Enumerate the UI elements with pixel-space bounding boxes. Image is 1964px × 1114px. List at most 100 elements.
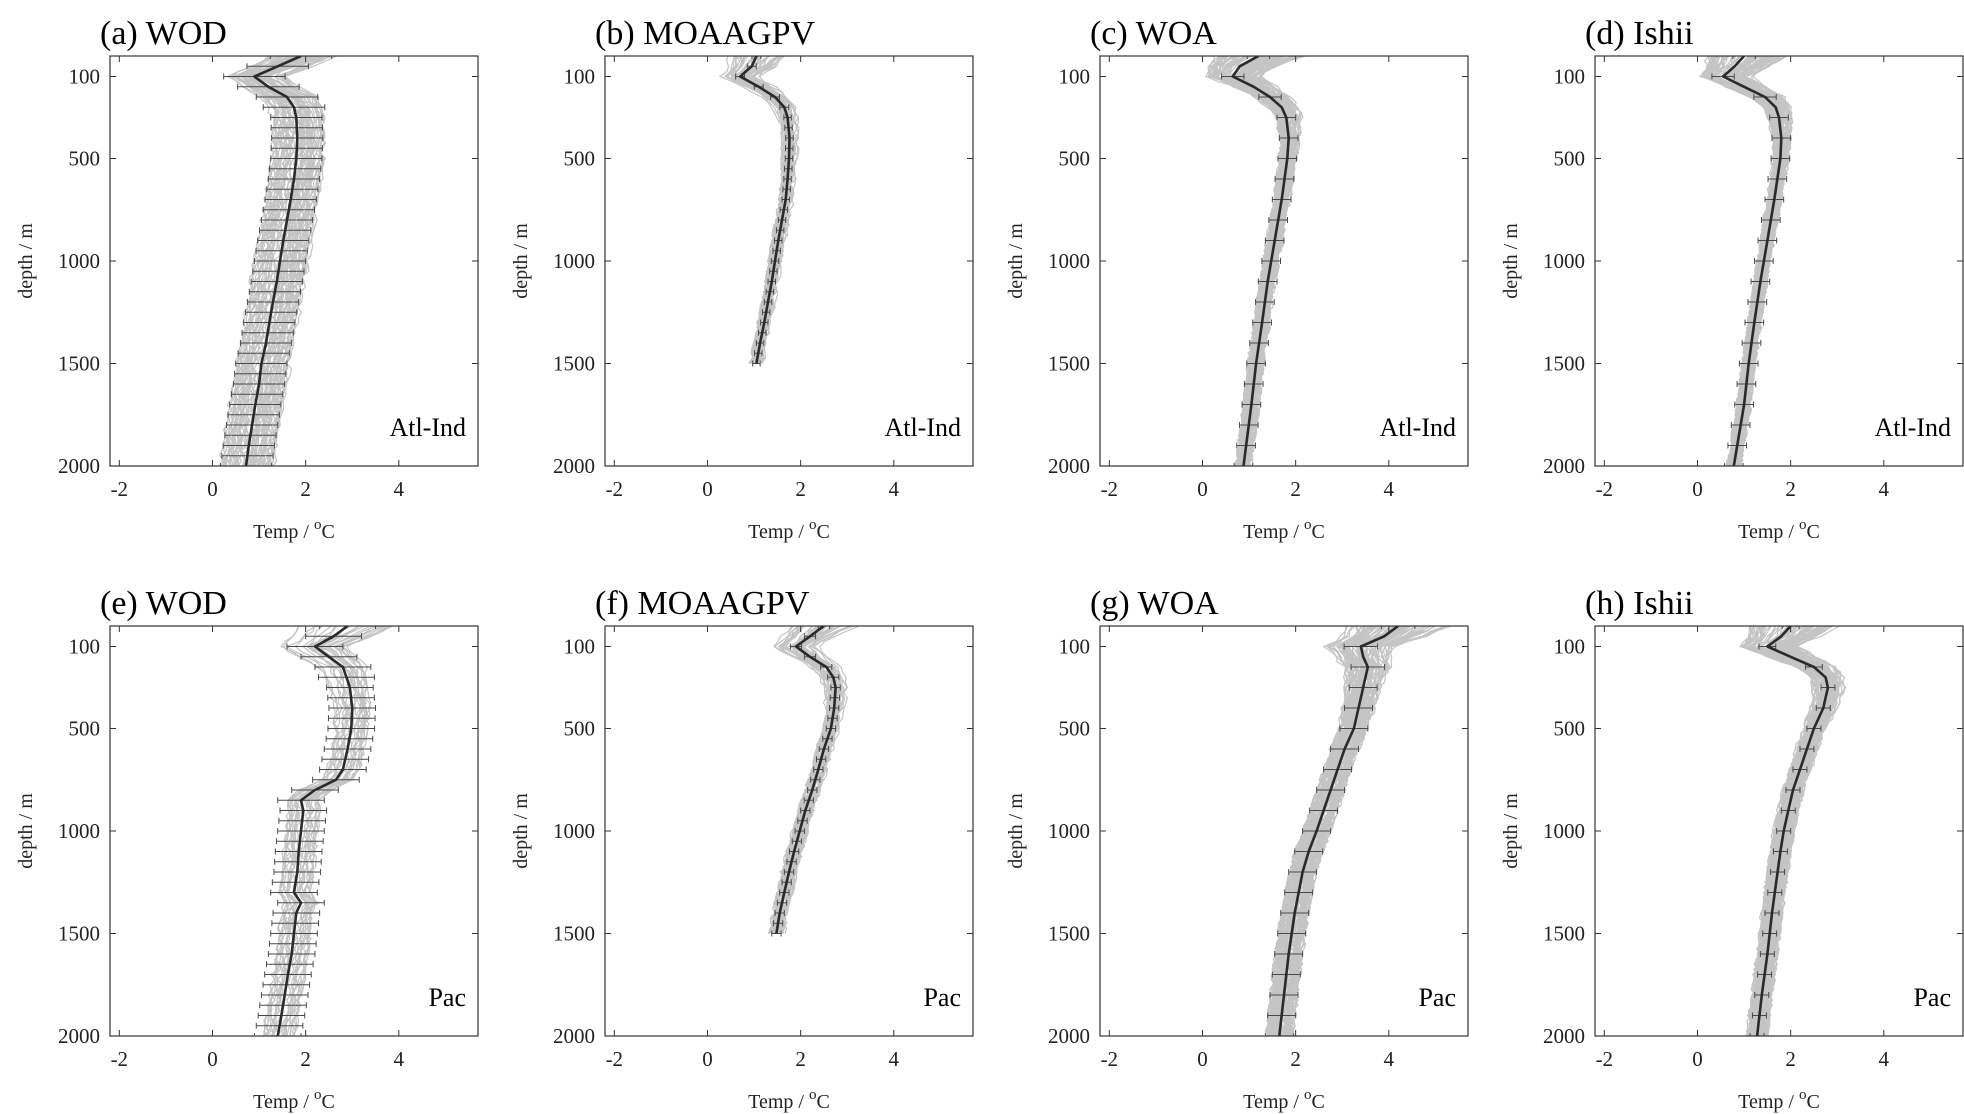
x-tick-label: 0: [1197, 1047, 1208, 1071]
panel-g: -2 0 2 4 100 500 1000 1500 2000 (g) WOA Pac depth /…: [1005, 585, 1469, 1113]
x-tick-label: 4: [1879, 1047, 1890, 1071]
panel-title: (e) WOD: [100, 585, 227, 622]
x-axis-label: Temp / oC: [253, 1087, 335, 1113]
x-axis-label-main: Temp /: [253, 1091, 314, 1113]
y-tick-label: 1000: [553, 819, 595, 843]
x-axis-label-sup: o: [809, 517, 817, 533]
x-axis-label-main: Temp /: [748, 1091, 809, 1113]
mean-profile: [244, 56, 302, 466]
y-axis-label: depth / m: [1005, 223, 1027, 299]
x-axis-label-sup: o: [314, 1087, 322, 1103]
y-tick-label: 100: [69, 65, 101, 89]
y-axis-label: depth / m: [1500, 793, 1522, 869]
mean-profile: [1721, 56, 1783, 466]
plot-area: [1205, 56, 1306, 466]
x-axis-label-main: Temp /: [1738, 521, 1799, 543]
y-tick-label: 500: [564, 147, 596, 171]
panel-title: (d) Ishii: [1585, 15, 1694, 52]
mean-profile: [738, 56, 791, 364]
x-axis-label: Temp / oC: [748, 517, 830, 543]
x-tick-label: 2: [1290, 477, 1301, 501]
ensemble-member: [1283, 626, 1402, 1036]
x-axis-label: Temp / oC: [1738, 517, 1820, 543]
x-axis-label: Temp / oC: [1243, 1087, 1325, 1113]
x-tick-label: 2: [795, 477, 806, 501]
plot-area: [1739, 626, 1847, 1036]
panel-b: -2 0 2 4 100 500 1000 1500 2000 (b) MOAAGPV Atl-In…: [510, 15, 974, 543]
x-tick-label: 0: [1692, 1047, 1703, 1071]
ensemble-member: [1763, 626, 1846, 1036]
x-axis-label: Temp / oC: [748, 1087, 830, 1113]
x-axis-label: Temp / oC: [1738, 1087, 1820, 1113]
axes-frame: [604, 625, 974, 1037]
y-tick-label: 1000: [1543, 249, 1585, 273]
y-tick-label: 100: [1554, 635, 1586, 659]
y-tick-label: 1500: [58, 352, 100, 376]
x-tick-label: 2: [300, 1047, 311, 1071]
y-tick-label: 2000: [1543, 454, 1585, 478]
x-axis-label-unit: C: [816, 1091, 829, 1113]
x-axis-label-main: Temp /: [1243, 1091, 1304, 1113]
y-tick-label: 1000: [58, 819, 100, 843]
x-axis-label-unit: C: [1311, 521, 1324, 543]
x-axis-label-sup: o: [1799, 517, 1807, 533]
y-tick-label: 1500: [58, 922, 100, 946]
y-axis-label: depth / m: [1500, 223, 1522, 299]
x-axis-label-sup: o: [314, 517, 322, 533]
x-axis-label-unit: C: [321, 521, 334, 543]
y-tick-label: 1500: [553, 922, 595, 946]
x-axis-label: Temp / oC: [1243, 517, 1325, 543]
y-tick-label: 2000: [58, 454, 100, 478]
y-tick-label: 100: [1059, 65, 1091, 89]
x-axis-label-main: Temp /: [1243, 521, 1304, 543]
y-tick-label: 100: [1554, 65, 1586, 89]
x-tick-label: -2: [1101, 1047, 1119, 1071]
x-tick-label: 2: [1290, 1047, 1301, 1071]
region-label: Pac: [1418, 983, 1456, 1012]
x-tick-label: -2: [606, 477, 624, 501]
region-label: Atl-Ind: [884, 413, 961, 442]
x-axis-label-main: Temp /: [748, 521, 809, 543]
x-tick-label: -2: [1101, 477, 1119, 501]
x-tick-label: -2: [111, 477, 129, 501]
region-label: Pac: [1913, 983, 1951, 1012]
x-axis-label-unit: C: [1311, 1091, 1324, 1113]
x-tick-label: 0: [702, 477, 713, 501]
x-axis-label-unit: C: [321, 1091, 334, 1113]
x-axis-label: Temp / oC: [253, 517, 335, 543]
panel-a: -2 0 2 4 100 500 1000 1500 2000 (a) WOD Atl-Ind dep…: [15, 15, 479, 543]
panel-title: (c) WOA: [1090, 15, 1217, 52]
x-tick-label: -2: [111, 1047, 129, 1071]
x-tick-label: 4: [889, 477, 900, 501]
y-tick-label: 500: [1554, 717, 1586, 741]
ensemble-member: [769, 626, 830, 934]
y-tick-label: 100: [564, 65, 596, 89]
y-tick-label: 100: [69, 635, 101, 659]
y-axis-label: depth / m: [510, 793, 532, 869]
x-tick-label: 2: [1785, 477, 1796, 501]
region-label: Atl-Ind: [1874, 413, 1951, 442]
x-tick-label: 4: [394, 1047, 405, 1071]
x-tick-label: 2: [1785, 1047, 1796, 1071]
ensemble-member: [1739, 626, 1818, 1036]
ensemble-member: [1743, 626, 1817, 1036]
y-axis-label: depth / m: [1005, 793, 1027, 869]
y-tick-label: 500: [564, 717, 596, 741]
plot-area: [219, 56, 338, 466]
x-tick-label: -2: [1596, 1047, 1614, 1071]
x-tick-label: 4: [1879, 477, 1890, 501]
x-tick-label: 0: [1692, 477, 1703, 501]
y-tick-label: 500: [1059, 717, 1091, 741]
x-tick-label: 2: [795, 1047, 806, 1071]
y-tick-label: 2000: [1048, 454, 1090, 478]
panel-d: -2 0 2 4 100 500 1000 1500 2000 (d) Ishii Atl-Ind d…: [1500, 15, 1964, 543]
panel-h: -2 0 2 4 100 500 1000 1500 2000 (h) Ishii Pac depth…: [1500, 585, 1964, 1113]
panel-title: (b) MOAAGPV: [595, 15, 816, 52]
x-axis-label-unit: C: [816, 521, 829, 543]
panel-f: -2 0 2 4 100 500 1000 1500 2000 (f) MOAAGPV Pac dep…: [510, 585, 974, 1113]
mean-profile: [1755, 626, 1830, 1036]
region-label: Pac: [428, 983, 466, 1012]
y-tick-label: 1000: [1048, 249, 1090, 273]
x-tick-label: 4: [889, 1047, 900, 1071]
ensemble-member: [758, 56, 800, 364]
